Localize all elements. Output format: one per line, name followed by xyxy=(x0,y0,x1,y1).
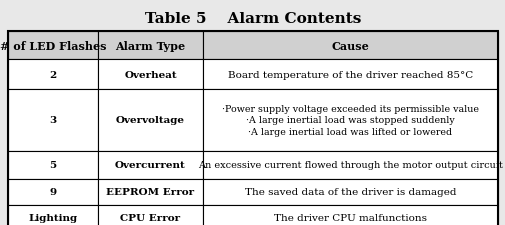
Bar xyxy=(8,90,98,151)
Text: Cause: Cause xyxy=(331,40,369,51)
Bar xyxy=(203,205,497,225)
Bar xyxy=(203,32,497,60)
Text: 5: 5 xyxy=(49,161,57,170)
Text: # of LED Flashes: # of LED Flashes xyxy=(0,40,106,51)
Bar xyxy=(203,179,497,205)
Text: Overvoltage: Overvoltage xyxy=(116,116,185,125)
Bar xyxy=(203,90,497,151)
Bar xyxy=(98,60,203,90)
Text: The driver CPU malfunctions: The driver CPU malfunctions xyxy=(274,214,426,223)
Bar xyxy=(8,32,98,60)
Bar xyxy=(98,151,203,179)
Bar xyxy=(8,32,497,225)
Text: Lighting: Lighting xyxy=(28,214,77,223)
Text: ·Power supply voltage exceeded its permissible value
·A large inertial load was : ·Power supply voltage exceeded its permi… xyxy=(222,104,478,137)
Bar xyxy=(8,60,98,90)
Text: 2: 2 xyxy=(49,70,57,79)
Bar xyxy=(98,32,203,60)
Text: CPU Error: CPU Error xyxy=(120,214,180,223)
Text: Overcurrent: Overcurrent xyxy=(115,161,185,170)
Bar xyxy=(8,151,98,179)
Text: 3: 3 xyxy=(49,116,57,125)
Text: EEPROM Error: EEPROM Error xyxy=(106,188,194,197)
Text: An excessive current flowed through the motor output circuit: An excessive current flowed through the … xyxy=(197,161,502,170)
Text: Table 5    Alarm Contents: Table 5 Alarm Contents xyxy=(144,12,361,26)
Text: Alarm Type: Alarm Type xyxy=(115,40,185,51)
Text: Board temperature of the driver reached 85°C: Board temperature of the driver reached … xyxy=(227,70,472,79)
Bar xyxy=(8,179,98,205)
Text: The saved data of the driver is damaged: The saved data of the driver is damaged xyxy=(244,188,456,197)
Bar xyxy=(98,90,203,151)
Bar xyxy=(8,205,98,225)
Bar xyxy=(203,151,497,179)
Bar xyxy=(203,60,497,90)
Bar xyxy=(98,205,203,225)
Text: 9: 9 xyxy=(49,188,57,197)
Bar xyxy=(98,179,203,205)
Text: Overheat: Overheat xyxy=(124,70,176,79)
